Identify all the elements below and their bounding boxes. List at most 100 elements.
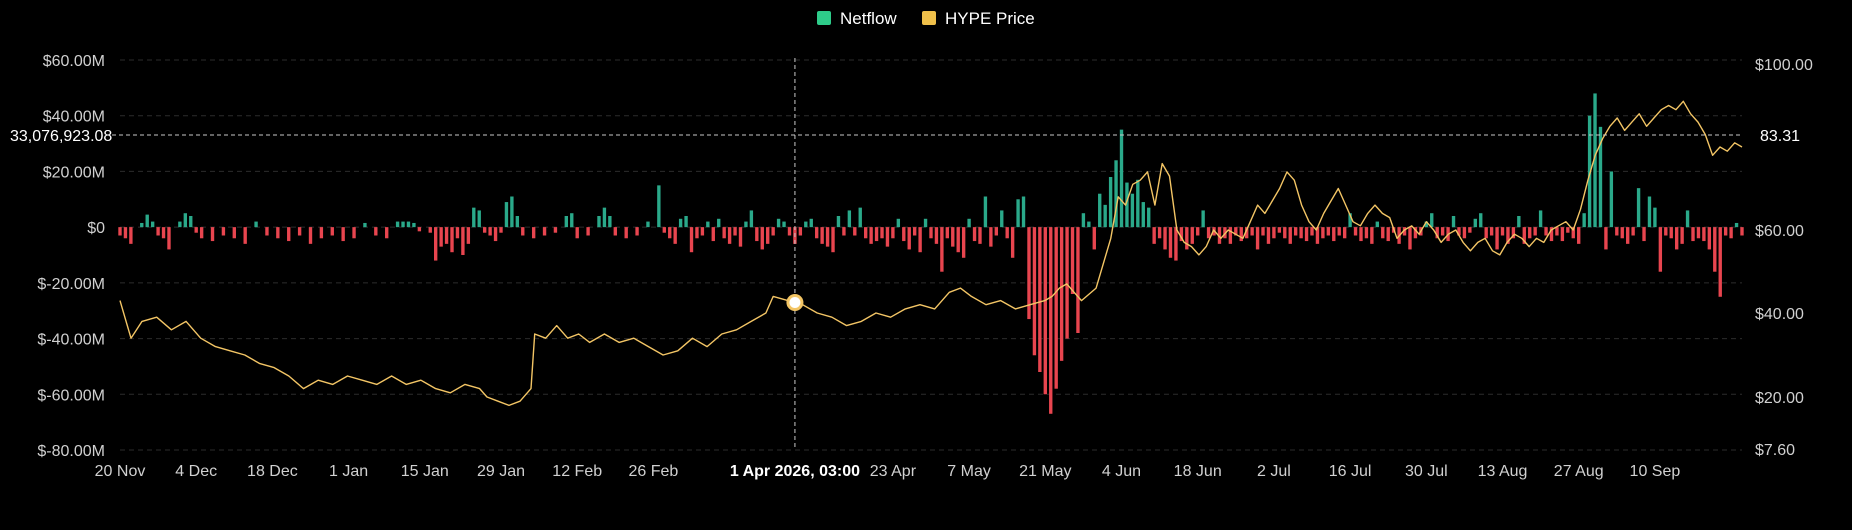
netflow-bar	[308, 227, 313, 244]
netflow-bar	[1245, 227, 1249, 239]
netflow-bar	[199, 227, 204, 239]
netflow-bar	[1049, 227, 1053, 414]
right-tick-label: $40.00	[1755, 306, 1804, 323]
netflow-bar	[1174, 227, 1178, 261]
netflow-bar	[1451, 216, 1456, 228]
netflow-bar	[183, 213, 187, 228]
netflow-bar	[1059, 227, 1064, 361]
x-tick-label: 13 Aug	[1478, 463, 1528, 480]
netflow-bar	[1713, 227, 1717, 272]
netflow-bar	[1587, 115, 1592, 228]
netflow-bar	[760, 227, 764, 250]
netflow-bar	[1348, 213, 1352, 228]
legend-label-netflow: Netflow	[840, 9, 897, 28]
netflow-bar	[178, 221, 182, 228]
legend: Netflow HYPE Price	[817, 9, 1035, 28]
netflow-bar	[853, 227, 857, 236]
netflow-bar	[608, 216, 612, 228]
netflow-bar	[1315, 227, 1320, 244]
netflow-bar	[118, 227, 122, 236]
netflow-bar	[1277, 227, 1282, 233]
netflow-bar	[156, 227, 160, 236]
netflow-bar	[1620, 227, 1624, 239]
netflow-bar	[210, 227, 215, 242]
netflow-bar	[1430, 213, 1434, 228]
netflow-bar	[689, 227, 694, 253]
x-tick-label: 4 Dec	[175, 463, 217, 480]
netflow-bar	[1141, 202, 1145, 228]
netflow-bar	[1381, 227, 1385, 239]
netflow-bar	[646, 221, 650, 228]
netflow-bar	[477, 210, 481, 228]
netflow-bar	[1522, 227, 1526, 244]
netflow-bar	[254, 221, 258, 228]
netflow-bar	[1304, 227, 1309, 242]
left-axis: $60.00M $40.00M $20.00M $0 $-20.00M $-40.00M $…	[37, 53, 105, 460]
netflow-bar	[1664, 227, 1668, 236]
netflow-bar	[967, 218, 971, 228]
left-tick-label: $40.00M	[43, 109, 105, 126]
netflow-bar	[1440, 227, 1445, 236]
netflow-bar	[1364, 227, 1369, 239]
netflow-bar	[1272, 227, 1276, 239]
left-tick-label: $20.00M	[43, 164, 105, 181]
netflow-bar	[1168, 227, 1173, 258]
x-tick-label: 26 Feb	[629, 463, 679, 480]
netflow-bar	[428, 227, 432, 233]
netflow-bar	[1081, 213, 1086, 228]
netflow-bar	[1016, 199, 1020, 228]
netflow-bar	[912, 227, 917, 236]
netflow-bar	[1098, 193, 1102, 228]
netflow-bar	[956, 227, 960, 253]
netflow-bar	[706, 221, 710, 228]
netflow-bar	[891, 227, 895, 239]
netflow-bar	[553, 227, 558, 233]
netflow-bar	[1707, 227, 1712, 250]
netflow-bar	[297, 227, 302, 236]
netflow-bar	[858, 207, 862, 228]
netflow-bar	[804, 221, 808, 228]
netflow-bar	[488, 227, 492, 236]
netflow-bar	[1462, 227, 1467, 239]
netflow-bar	[1054, 227, 1058, 389]
netflow-bar	[434, 227, 438, 261]
netflow-bar	[145, 214, 149, 228]
netflow-bar	[635, 227, 639, 236]
x-tick-label: 30 Jul	[1405, 463, 1448, 480]
netflow-bar	[406, 221, 411, 228]
netflow-bar	[1566, 227, 1570, 233]
x-tick-label: 10 Sep	[1630, 463, 1681, 480]
netflow-bar	[1021, 196, 1026, 228]
netflow-bar	[1473, 218, 1477, 228]
netflow-bar	[586, 227, 590, 236]
netflow-bar	[1087, 221, 1091, 228]
netflow-bar	[874, 227, 879, 242]
netflow-bar	[847, 210, 852, 228]
netflow-bar	[1495, 227, 1499, 250]
netflow-bar	[482, 227, 487, 233]
netflow-bar	[1043, 227, 1047, 395]
netflow-bar	[940, 227, 944, 272]
netflow-bar	[1190, 227, 1194, 244]
x-tick-label: 18 Dec	[247, 463, 298, 480]
x-tick-label: 1 Jan	[329, 463, 368, 480]
netflow-bar	[417, 227, 422, 232]
netflow-bar	[515, 216, 520, 228]
netflow-bar	[678, 218, 683, 228]
netflow-bar	[918, 227, 922, 253]
netflow-bar	[150, 221, 155, 228]
netflow-bar	[1609, 171, 1614, 228]
netflow-bar	[1702, 227, 1706, 242]
netflow-bar	[575, 227, 579, 239]
netflow-bar	[1261, 227, 1265, 236]
netflow-bar	[221, 227, 226, 236]
netflow-bar	[983, 196, 988, 228]
netflow-bar	[504, 202, 509, 228]
netflow-bar	[1582, 213, 1586, 228]
left-tick-label: $0	[87, 220, 105, 237]
netflow-bar	[232, 227, 236, 239]
netflow-bar	[140, 222, 144, 228]
netflow-bar	[461, 227, 465, 255]
netflow-bar	[1250, 227, 1254, 236]
